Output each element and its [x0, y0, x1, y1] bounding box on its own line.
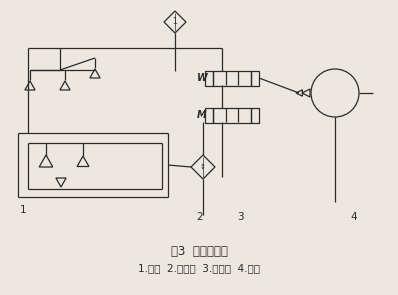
Text: 1.吸盘  2.过滤器  3.换向阀  4.气泵: 1.吸盘 2.过滤器 3.换向阀 4.气泵 — [138, 263, 260, 273]
Text: M: M — [197, 110, 207, 120]
Bar — [213, 108, 251, 123]
Bar — [213, 71, 251, 86]
Text: 1: 1 — [173, 17, 178, 27]
Bar — [251, 71, 259, 86]
Bar — [205, 71, 213, 86]
Text: 2: 2 — [196, 212, 203, 222]
Text: W: W — [197, 73, 207, 83]
Text: 图3  真空气路图: 图3 真空气路图 — [171, 245, 227, 258]
Bar — [205, 108, 213, 123]
Text: 4: 4 — [350, 212, 357, 222]
Text: 3: 3 — [237, 212, 244, 222]
Text: 1: 1 — [20, 205, 27, 215]
Text: ↕: ↕ — [200, 164, 206, 170]
Bar — [251, 108, 259, 123]
